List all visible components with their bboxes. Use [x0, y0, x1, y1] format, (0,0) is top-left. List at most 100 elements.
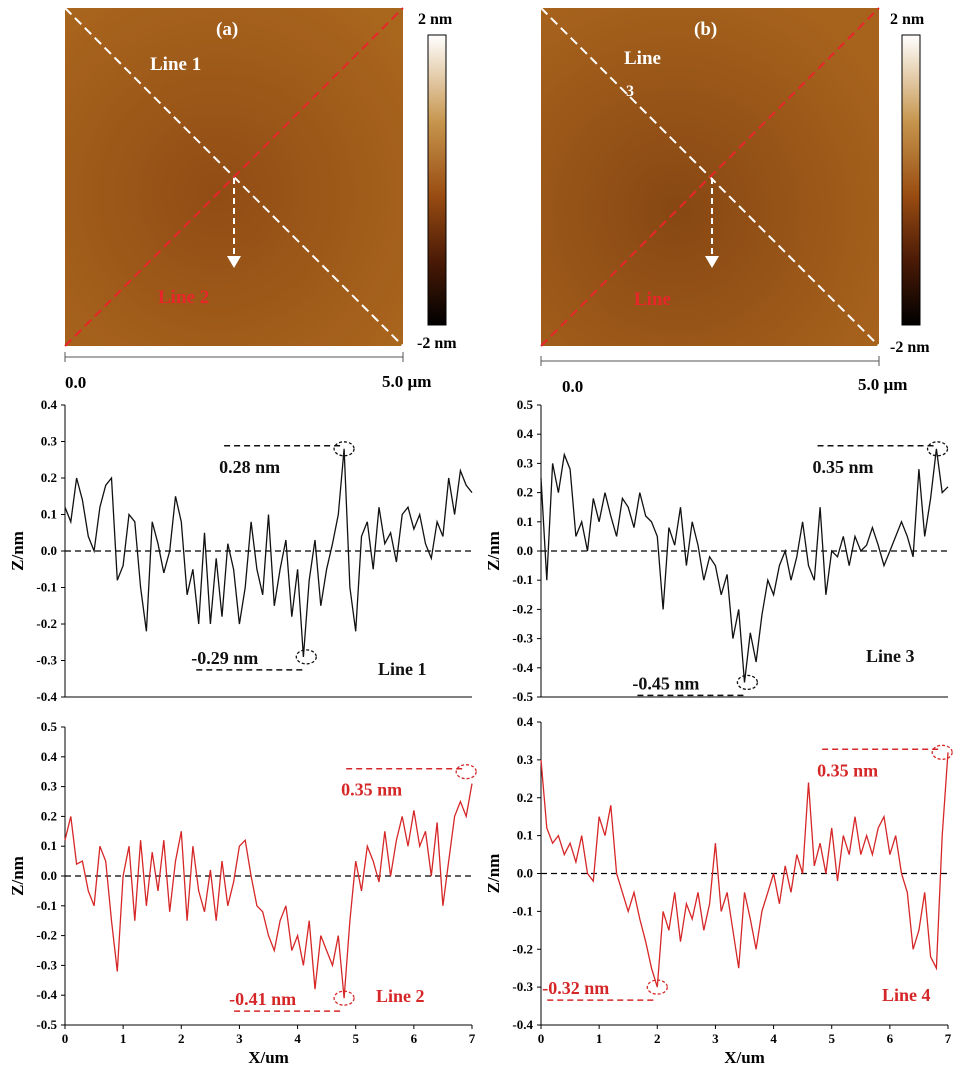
- y-tick-label: -0.3: [36, 653, 57, 668]
- line3-label-part1: Line: [624, 48, 661, 69]
- y-tick-label: -0.5: [36, 1017, 57, 1032]
- extremum-marker: [455, 764, 477, 780]
- y-tick-label: -0.2: [512, 941, 533, 956]
- extremum-marker: [333, 441, 355, 457]
- y-tick-label: 0.5: [517, 397, 534, 412]
- y-tick-label: 0.4: [41, 397, 58, 412]
- y-tick-label: 0.0: [41, 543, 57, 558]
- line4-diagonal-b: [540, 7, 880, 347]
- y-tick-label: -0.2: [36, 928, 57, 943]
- x-tick-label: 5: [828, 1031, 835, 1046]
- annotation-label: 0.35 nm: [817, 760, 878, 780]
- y-tick-label: 0.1: [41, 838, 57, 853]
- y-tick-label: 0.3: [517, 752, 534, 767]
- y-tick-label: -0.4: [512, 1017, 533, 1032]
- y-axis-label: Z/nm: [484, 531, 503, 571]
- extremum-marker: [926, 441, 949, 457]
- y-tick-label: 0.4: [517, 714, 534, 729]
- line3-label-part2: 3: [626, 83, 634, 100]
- x-tick-label: 0: [538, 1031, 545, 1046]
- y-tick-label: 0.3: [41, 779, 58, 794]
- y-tick-label: -0.2: [36, 616, 57, 631]
- x-tick-label: 1: [120, 1031, 127, 1046]
- line4-label-b: Line: [634, 289, 671, 310]
- annotation-label: -0.45 nm: [632, 673, 699, 693]
- extremum-marker: [295, 649, 317, 665]
- y-tick-label: -0.4: [512, 660, 533, 675]
- down-arrow-icon: [227, 256, 241, 268]
- annotation-label: 0.35 nm: [813, 457, 874, 477]
- x-tick-label: 3: [712, 1031, 719, 1046]
- y-tick-label: 0.1: [517, 514, 533, 529]
- annotation-label: 0.28 nm: [219, 457, 280, 477]
- x-tick-label: 5: [352, 1031, 359, 1046]
- colorbar-min-label-b: -2 nm: [890, 339, 930, 356]
- colorbar-max-label-b: 2 nm: [890, 11, 925, 28]
- y-tick-label: -0.1: [512, 572, 533, 587]
- height-profile-series: [64, 448, 473, 657]
- afm-image-a: (a) Line 1 Line 2 2 nm -2 nm 0.0 5.0 µm: [64, 7, 457, 392]
- scale-start-label-a: 0.0: [65, 373, 86, 392]
- extremum-marker: [333, 990, 355, 1006]
- y-tick-label: 0.2: [41, 470, 57, 485]
- line3-label-b: Line 3: [624, 48, 666, 100]
- x-tick-label: 3: [236, 1031, 243, 1046]
- x-tick-label: 0: [62, 1031, 69, 1046]
- extremum-marker: [736, 674, 759, 691]
- line-profile-chart: -0.4 -0.3 -0.2 -0.1 0.0 0.1 0.2 0.3 0.4 0 1 2 3 4 5 6 7 Z…: [484, 714, 953, 1067]
- line2-label-a: Line 2: [158, 287, 209, 308]
- scale-end-label-a: 5.0 µm: [382, 372, 431, 391]
- y-tick-label: -0.3: [36, 957, 57, 972]
- y-tick-label: 0.3: [41, 434, 58, 449]
- x-axis-label: X/um: [724, 1048, 765, 1067]
- afm-image-b: (b) Line 3 Line 2 nm -2 nm 0.0 5.0 µm: [540, 7, 930, 396]
- y-tick-label: 0.3: [517, 455, 534, 470]
- colorbar-b: [901, 34, 921, 326]
- y-tick-label: 0.0: [517, 866, 533, 881]
- down-arrow-icon: [705, 256, 719, 268]
- y-tick-label: 0.4: [517, 426, 534, 441]
- line-profile-chart: -0.4 -0.3 -0.2 -0.1 0.0 0.1 0.2 0.3 0.4 Z/nm 0.28 …: [8, 397, 473, 704]
- x-tick-label: 1: [596, 1031, 603, 1046]
- x-tick-label: 6: [411, 1031, 418, 1046]
- y-tick-label: 0.0: [517, 543, 533, 558]
- colorbar-min-label-a: -2 nm: [417, 335, 457, 352]
- x-tick-label: 2: [178, 1031, 185, 1046]
- line-label: Line 2: [376, 986, 425, 1006]
- height-profile-series: [540, 752, 949, 988]
- line-profile-chart: -0.5 -0.4 -0.3 -0.2 -0.1 0.0 0.1 0.2 0.3 0.4 0.5 Z/…: [484, 397, 949, 704]
- y-tick-label: -0.4: [36, 987, 57, 1002]
- x-tick-label: 7: [469, 1031, 476, 1046]
- line1-label-a: Line 1: [150, 54, 201, 75]
- line-profile-chart: -0.5 -0.4 -0.3 -0.2 -0.1 0.0 0.1 0.2 0.3 0.4 0.5 0 1…: [8, 719, 477, 1067]
- height-profile-series: [64, 783, 473, 999]
- y-tick-label: 0.1: [517, 828, 533, 843]
- panel-label-a: (a): [216, 19, 238, 40]
- y-tick-label: 0.1: [41, 507, 57, 522]
- y-tick-label: -0.3: [512, 631, 533, 646]
- y-axis-label: Z/nm: [8, 531, 27, 571]
- panel-label-b: (b): [694, 19, 717, 40]
- annotation-label: -0.32 nm: [542, 978, 609, 998]
- extremum-marker: [931, 744, 953, 760]
- x-tick-label: 4: [294, 1031, 301, 1046]
- y-tick-label: -0.1: [36, 580, 57, 595]
- annotation-label: -0.29 nm: [191, 648, 258, 668]
- y-tick-label: 0.5: [41, 719, 58, 734]
- y-tick-label: -0.1: [512, 903, 533, 918]
- x-tick-label: 6: [887, 1031, 894, 1046]
- y-tick-label: 0.4: [41, 749, 58, 764]
- colorbar-max-label-a: 2 nm: [418, 11, 453, 28]
- x-axis-label: X/um: [248, 1048, 289, 1067]
- y-axis-label: Z/nm: [484, 854, 503, 894]
- y-tick-label: -0.3: [512, 979, 533, 994]
- y-tick-label: -0.5: [512, 689, 533, 704]
- y-tick-label: 0.0: [41, 868, 57, 883]
- y-tick-label: 0.2: [41, 808, 57, 823]
- x-tick-label: 4: [770, 1031, 777, 1046]
- line-profile-charts: -0.4 -0.3 -0.2 -0.1 0.0 0.1 0.2 0.3 0.4 Z/nm 0.28 …: [8, 397, 953, 1067]
- y-tick-label: 0.2: [517, 485, 533, 500]
- line-label: Line 1: [378, 659, 427, 679]
- height-profile-series: [540, 448, 949, 683]
